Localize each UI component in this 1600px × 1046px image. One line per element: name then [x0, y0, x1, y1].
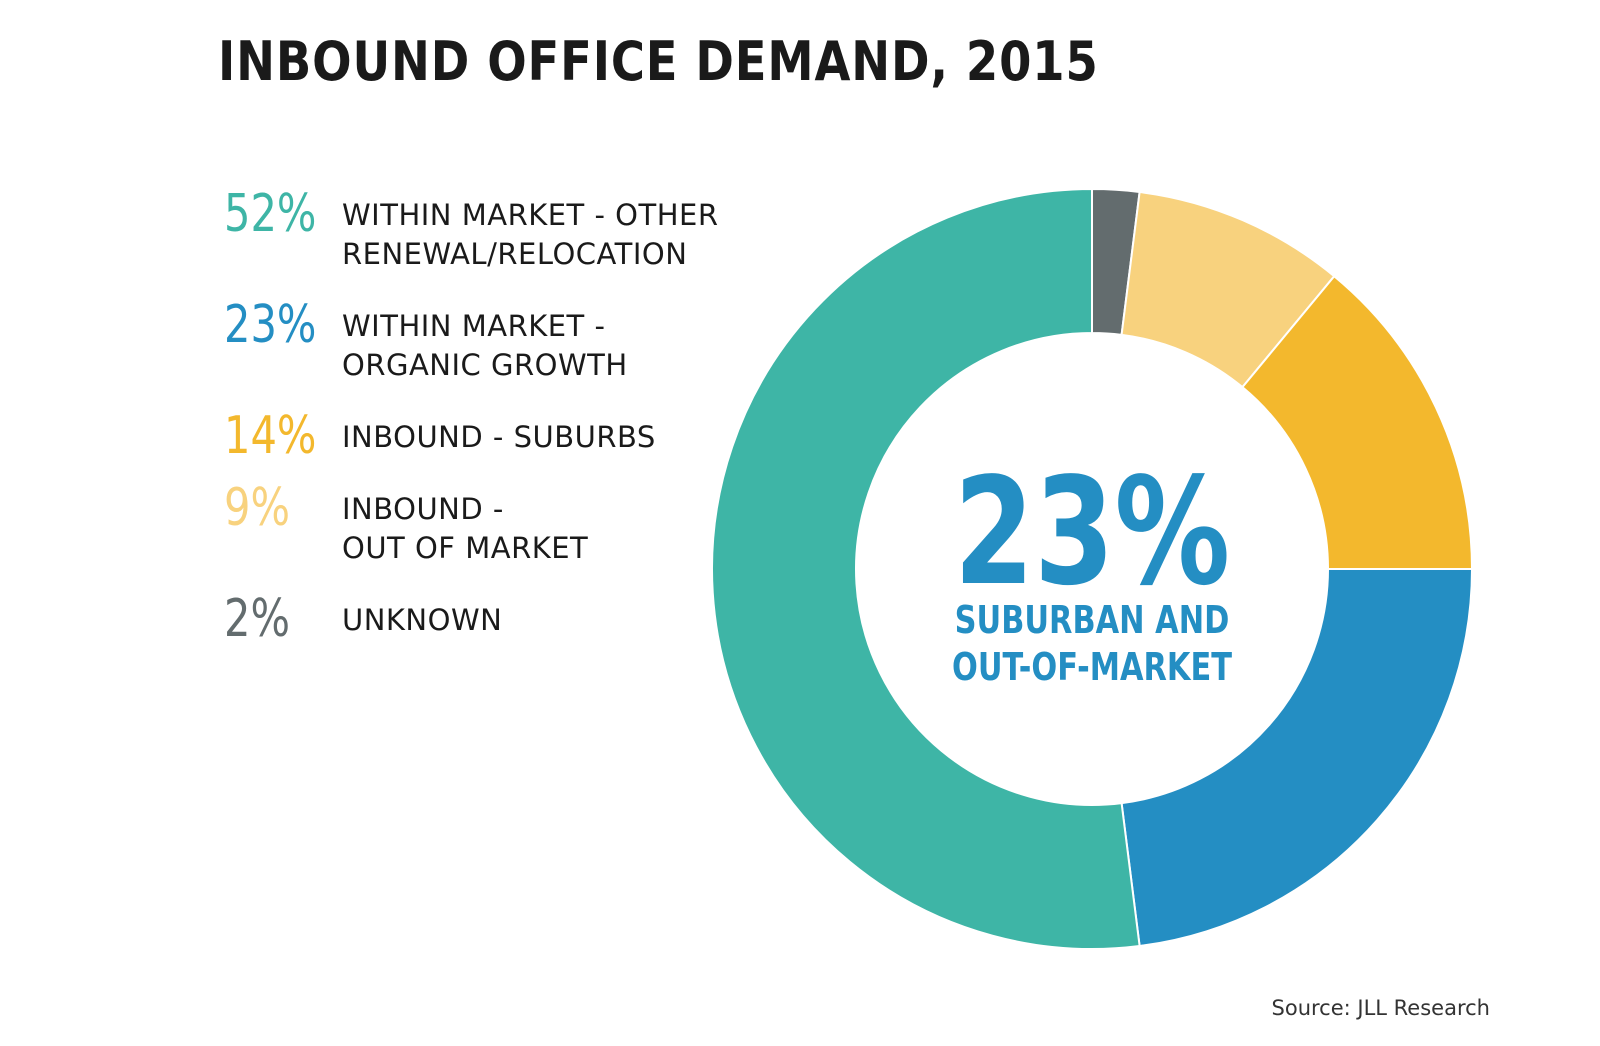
legend-percent: 23%: [224, 295, 317, 355]
legend-label: WITHIN MARKET - OTHER RENEWAL/RELOCATION: [342, 196, 719, 274]
legend-percent: 2%: [224, 589, 290, 649]
donut-slices: [711, 187, 1474, 950]
legend-label-line: OUT OF MARKET: [342, 531, 589, 565]
legend-label: INBOUND - SUBURBS: [342, 418, 656, 457]
donut-slice-within-market-organic-growth: [1120, 568, 1474, 948]
legend-label-line: INBOUND -: [342, 492, 504, 526]
legend-percent: 14%: [224, 406, 317, 466]
donut-slice-within-market-other-renewal-relocation: [711, 187, 1141, 950]
legend-label-line: UNKNOWN: [342, 603, 503, 637]
center-value: 23%: [954, 447, 1230, 619]
legend-label: WITHIN MARKET - ORGANIC GROWTH: [342, 307, 628, 385]
legend-label-line: INBOUND - SUBURBS: [342, 420, 656, 454]
legend: 52% WITHIN MARKET - OTHER RENEWAL/RELOCA…: [224, 0, 784, 1046]
legend-label: UNKNOWN: [342, 601, 502, 640]
legend-label-line: RENEWAL/RELOCATION: [342, 237, 688, 271]
legend-label-line: WITHIN MARKET -: [342, 309, 606, 343]
legend-percent: 52%: [224, 184, 317, 244]
center-label-line: SUBURBAN AND: [955, 599, 1230, 643]
legend-label-line: WITHIN MARKET - OTHER: [342, 198, 719, 232]
legend-label: INBOUND - OUT OF MARKET: [342, 490, 588, 568]
source-note: Source: JLL Research: [1271, 996, 1490, 1020]
center-label-line: OUT-OF-MARKET: [952, 646, 1232, 690]
legend-percent: 9%: [224, 478, 290, 538]
legend-label-line: ORGANIC GROWTH: [342, 348, 628, 382]
chart-title: INBOUND OFFICE DEMAND, 2015: [218, 30, 1099, 93]
